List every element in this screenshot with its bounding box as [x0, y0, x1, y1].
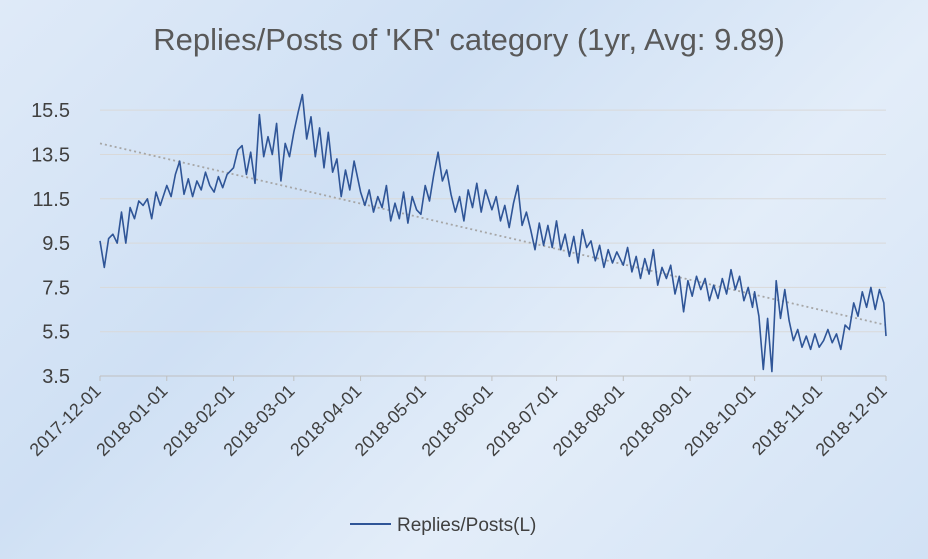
x-tick-label: 2018-08-01	[549, 381, 628, 460]
legend: Replies/Posts(L)	[350, 515, 536, 536]
y-tick-label: 7.5	[42, 277, 70, 299]
series-line-replies-posts	[99, 93, 887, 373]
y-tick-label: 5.5	[42, 322, 70, 344]
legend-label: Replies/Posts(L)	[397, 515, 536, 536]
y-tick-label: 9.5	[42, 233, 70, 255]
y-tick-label: 3.5	[42, 366, 70, 388]
y-tick-label: 11.5	[33, 189, 70, 211]
chart-title: Replies/Posts of 'KR' category (1yr, Avg…	[153, 22, 785, 57]
y-tick-label: 13.5	[31, 144, 70, 166]
x-tick-label: 2017-12-01	[26, 381, 105, 460]
x-axis-tick-labels: 2017-12-012018-01-012018-02-012018-03-01…	[26, 376, 891, 460]
trendline	[99, 142, 887, 326]
gridlines	[100, 109, 886, 333]
y-axis-tick-labels: 3.5 5.5 7.5 9.5 11.5 13.5 15.5	[31, 100, 70, 388]
x-tick-label: 2018-01-01	[92, 381, 171, 460]
y-tick-label: 15.5	[31, 100, 70, 122]
